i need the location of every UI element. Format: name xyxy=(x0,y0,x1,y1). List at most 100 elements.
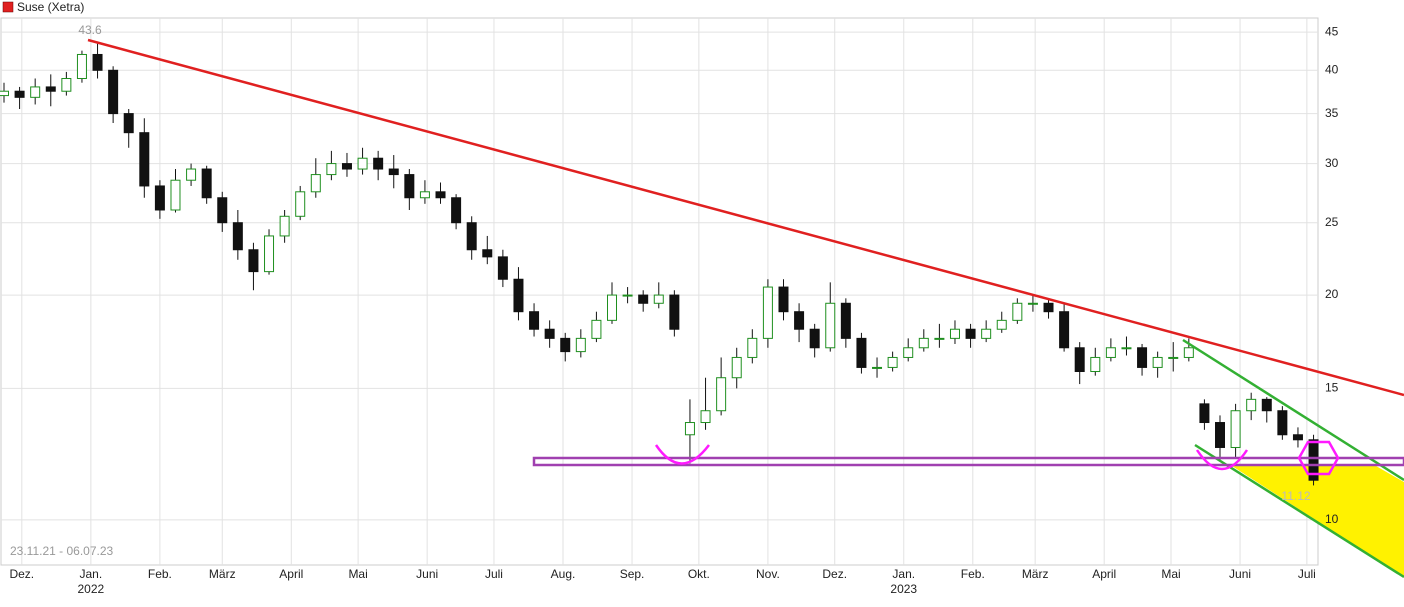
candle-body xyxy=(30,86,41,98)
candle-body xyxy=(1043,302,1054,313)
candle-body xyxy=(45,86,56,92)
candle-body xyxy=(731,356,742,379)
x-tick-label: April xyxy=(1092,567,1116,581)
candle-body xyxy=(794,311,805,330)
candle-body xyxy=(840,302,851,339)
candle-body xyxy=(1074,347,1085,373)
candle-body xyxy=(575,337,586,353)
candle-body xyxy=(607,294,618,321)
downtrend-line xyxy=(87,38,1404,397)
y-tick-label: 20 xyxy=(1325,287,1339,301)
bottom-arc xyxy=(1195,449,1249,471)
candle-body xyxy=(700,410,711,424)
candle-body xyxy=(544,328,555,339)
candle-body xyxy=(1199,403,1210,424)
candle-body xyxy=(981,328,992,339)
candle-body xyxy=(1308,439,1319,481)
x-tick-label: Juni xyxy=(1229,567,1251,581)
candle-body xyxy=(373,157,384,170)
x-tick-label: März xyxy=(209,567,236,581)
date-range: 23.11.21 - 06.07.23 xyxy=(10,544,114,558)
peak-label: 43.6 xyxy=(78,23,102,37)
candle-body xyxy=(778,286,789,313)
candle-body xyxy=(1277,410,1288,436)
x-tick-label: Juni xyxy=(416,567,438,581)
y-tick-label: 35 xyxy=(1325,106,1339,120)
candle-body xyxy=(529,311,540,330)
candle-body xyxy=(872,366,883,369)
candle-body xyxy=(201,168,212,199)
candle-body xyxy=(1183,347,1194,358)
low-label: 11.12 xyxy=(1281,489,1310,503)
x-tick-label: Feb. xyxy=(148,567,172,581)
candle-body xyxy=(918,337,929,349)
candle-body xyxy=(996,319,1007,330)
candle-body xyxy=(466,222,477,251)
year-label: 2022 xyxy=(78,582,105,596)
candle-body xyxy=(295,191,306,217)
candle-body xyxy=(419,191,430,199)
candle-body xyxy=(388,168,399,176)
candle-body xyxy=(825,302,836,349)
candle-body xyxy=(435,191,446,199)
candle-body xyxy=(856,337,867,368)
legend-label: Suse (Xetra) xyxy=(17,0,84,14)
candle-body xyxy=(1168,356,1179,359)
x-tick-label: März xyxy=(1022,567,1049,581)
candle-body xyxy=(716,377,727,412)
x-tick-label: Jan. xyxy=(892,567,915,581)
candle-body xyxy=(669,294,680,330)
candle-body xyxy=(14,90,25,98)
candle-body xyxy=(76,53,87,80)
candle-body xyxy=(622,294,633,297)
candle-body xyxy=(232,222,243,251)
y-tick-label: 40 xyxy=(1325,62,1339,76)
candle-body xyxy=(1215,422,1226,448)
candle-body xyxy=(217,197,228,224)
x-tick-label: Mai xyxy=(1161,567,1180,581)
x-tick-label: Jan. xyxy=(80,567,103,581)
plot-frame xyxy=(0,17,1319,566)
candle-body xyxy=(1121,347,1132,350)
candle-body xyxy=(1105,347,1116,358)
candle-body xyxy=(560,337,571,353)
channel-upper xyxy=(1182,338,1404,482)
candle-body xyxy=(747,337,758,358)
candle-body xyxy=(1012,302,1023,321)
candle-body xyxy=(1059,311,1070,349)
x-tick-label: Dez. xyxy=(9,567,34,581)
candle-body xyxy=(903,347,914,358)
candle-body xyxy=(186,168,197,181)
x-tick-label: Feb. xyxy=(961,567,985,581)
legend-swatch xyxy=(2,1,14,13)
x-tick-label: Juli xyxy=(1298,567,1316,581)
x-tick-label: Dez. xyxy=(822,567,847,581)
candle-body xyxy=(0,90,9,97)
candle-body xyxy=(809,328,820,349)
candle-body xyxy=(1152,356,1163,368)
candle-body xyxy=(949,328,960,339)
y-tick-label: 25 xyxy=(1325,215,1339,229)
candle-body xyxy=(1230,410,1241,448)
support-band xyxy=(532,456,1404,467)
candle-body xyxy=(451,197,462,224)
candle-body xyxy=(1090,356,1101,373)
candle-body xyxy=(965,328,976,339)
x-tick-label: Juli xyxy=(485,567,503,581)
candle-body xyxy=(108,69,119,115)
candle-body xyxy=(357,157,368,170)
x-tick-label: Aug. xyxy=(551,567,576,581)
candle-body xyxy=(684,422,695,436)
candle-body xyxy=(1261,398,1272,412)
x-tick-label: Okt. xyxy=(688,567,710,581)
candle-body xyxy=(653,294,664,304)
x-tick-label: Mai xyxy=(348,567,367,581)
candle-body xyxy=(139,132,150,187)
candle-body xyxy=(310,174,321,193)
x-tick-label: Nov. xyxy=(756,567,780,581)
y-tick-label: 30 xyxy=(1325,156,1339,170)
candle-body xyxy=(1137,347,1148,368)
candle-body xyxy=(264,235,275,273)
candle-body xyxy=(513,278,524,313)
